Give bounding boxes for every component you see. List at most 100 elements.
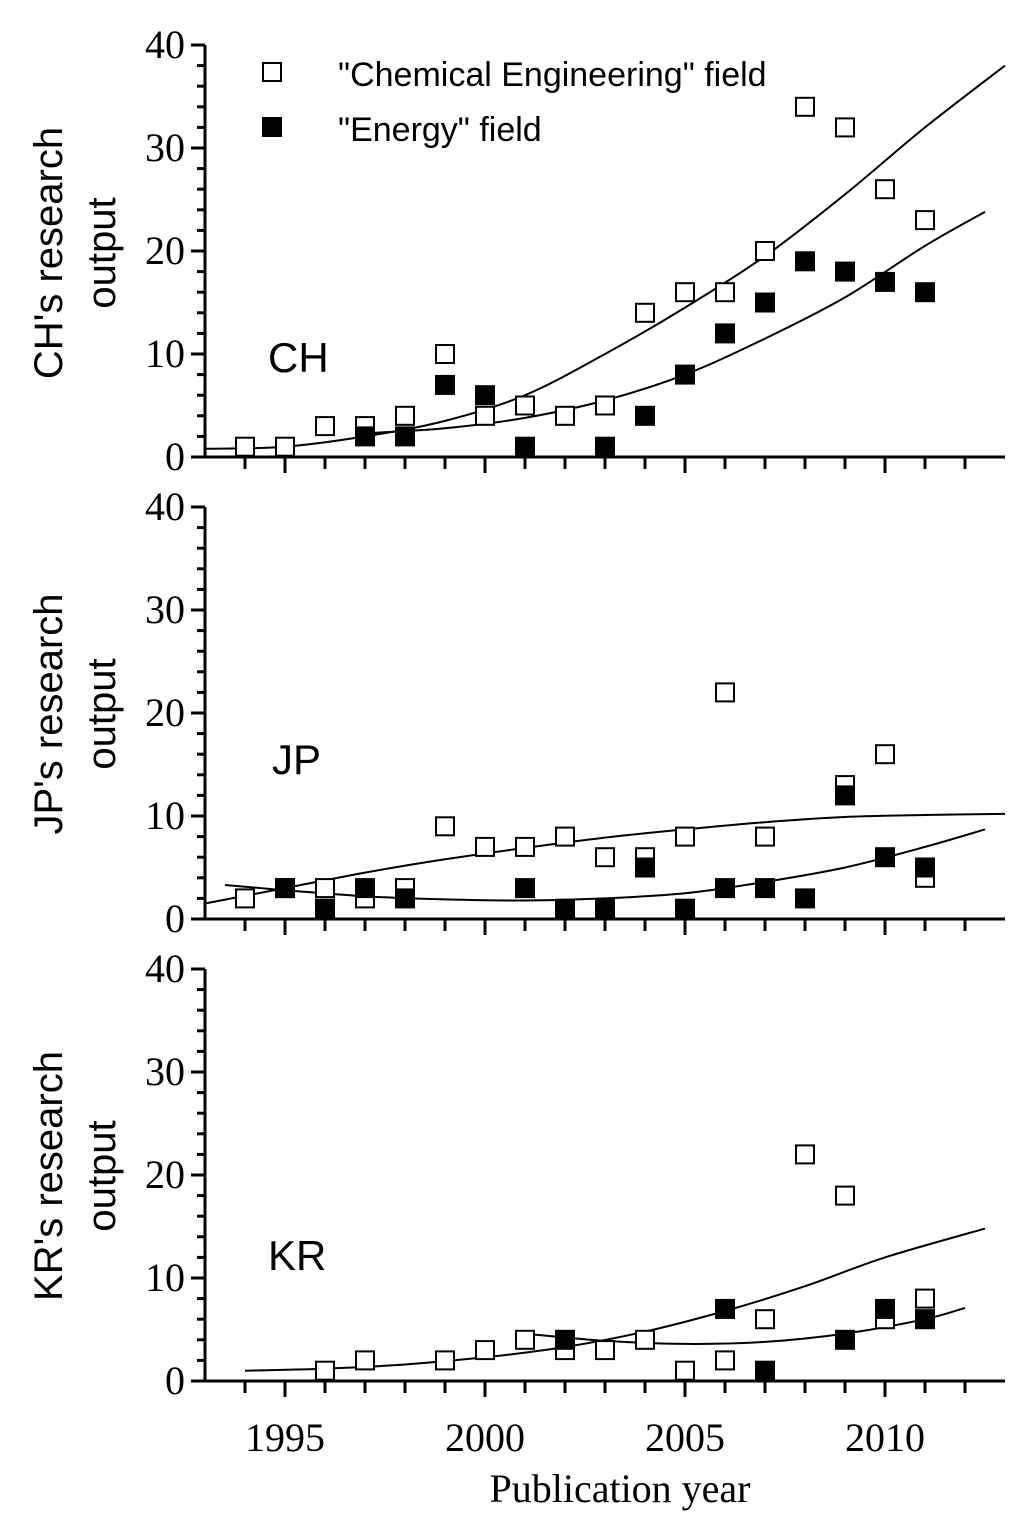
panel-kr-fit-line-energy	[524, 1306, 966, 1345]
panel-kr-points	[315, 1144, 935, 1381]
panel-jp-point-energy	[355, 878, 375, 899]
panel-jp-fit-line-energy	[224, 828, 986, 902]
panel-jp: 0 10 20 30 40 JP JP's research output	[27, 484, 1006, 941]
panel-jp-point-chemical-engineering	[755, 826, 775, 847]
panel-ch-point-chemical-engineering	[395, 405, 415, 426]
panel-ch-point-chemical-engineering	[435, 344, 455, 364]
legend: "Chemical Engineering" field "Energy" fi…	[262, 56, 767, 149]
panel-jp-ylabel-line1: JP's research	[27, 593, 71, 834]
panel-jp-point-energy	[275, 878, 295, 899]
panel-ch-point-chemical-engineering	[315, 416, 335, 437]
x-tick-label: 2010	[845, 1415, 925, 1460]
panel-ch-point-chemical-engineering	[555, 405, 575, 426]
panel-ch-axes: 0 10 20 30 40	[145, 22, 1005, 479]
panel-kr-ylabel-line2: output	[80, 1120, 124, 1231]
panel-ch-point-chemical-engineering	[515, 395, 535, 416]
panel-ch-y-tick-label: 40	[145, 22, 185, 67]
panel-jp-point-chemical-engineering	[235, 888, 255, 909]
panel-ch-y-tick-label: 20	[145, 228, 185, 273]
panel-jp-y-tick-label: 0	[165, 896, 185, 941]
panel-ch-point-chemical-engineering	[475, 405, 495, 426]
panel-kr-y-tick-label: 20	[145, 1152, 185, 1197]
panel-jp-point-chemical-engineering	[715, 682, 735, 703]
panel-ch-point-chemical-engineering	[715, 282, 735, 303]
panel-jp-y-tick-label: 10	[145, 793, 185, 838]
panel-jp-point-chemical-engineering	[475, 836, 495, 857]
panel-kr-point-energy	[875, 1298, 895, 1319]
panel-jp-y-tick-label: 40	[145, 484, 185, 529]
panel-ch-point-energy	[715, 323, 735, 344]
panel-ch-y-tick-label: 10	[145, 331, 185, 376]
panel-jp-points	[235, 682, 935, 919]
panel-ch-point-chemical-engineering	[675, 282, 695, 303]
panel-kr-axes: 0 10 20 30 40	[145, 946, 1005, 1403]
panel-ch-point-chemical-engineering	[235, 436, 255, 457]
panel-jp-y-tick-label: 30	[145, 587, 185, 632]
panel-ch-y-tick-label: 0	[165, 434, 185, 479]
panel-ch-point-chemical-engineering	[795, 96, 815, 117]
panel-ch-label: CH	[268, 334, 329, 381]
panel-ch-ylabel-line2: output	[80, 197, 124, 308]
panel-jp-point-energy	[555, 898, 575, 919]
panel-jp-point-energy	[915, 857, 935, 878]
panel-ch-point-energy	[355, 426, 375, 447]
panel-kr-point-chemical-engineering	[475, 1340, 495, 1361]
panel-ch-point-chemical-engineering	[635, 302, 655, 323]
panel-jp-point-chemical-engineering	[555, 826, 575, 847]
panel-ch-fit-lines	[204, 64, 1006, 450]
legend-filled-square-marker	[262, 117, 282, 137]
panel-ch-point-chemical-engineering	[835, 117, 855, 138]
panel-ch-y-tick-label: 30	[145, 125, 185, 170]
panel-ch-point-energy	[835, 261, 855, 282]
panel-kr-point-energy	[715, 1298, 735, 1319]
panel-ch-point-energy	[795, 251, 815, 272]
panel-jp-y-tick-label: 20	[145, 690, 185, 735]
panel-kr-point-energy	[915, 1309, 935, 1330]
panel-kr-point-chemical-engineering	[355, 1350, 375, 1371]
panel-jp-point-energy	[755, 878, 775, 899]
panel-jp-point-chemical-engineering	[875, 744, 895, 765]
panel-kr-point-chemical-engineering	[755, 1309, 775, 1330]
x-tick-label: 1995	[245, 1415, 325, 1460]
panel-ch-points	[235, 96, 935, 457]
panel-jp-point-energy	[795, 888, 815, 909]
x-tick-label: 2005	[645, 1415, 725, 1460]
panel-kr-label: KR	[268, 1232, 326, 1279]
panel-ch-point-energy	[675, 364, 695, 385]
panel-ch-fit-line-energy	[364, 211, 986, 435]
panel-jp-point-energy	[675, 898, 695, 919]
panel-kr-ylabel-line1: KR's research	[27, 1051, 71, 1301]
panel-kr-point-chemical-engineering	[915, 1288, 935, 1309]
panel-ch-point-energy	[755, 292, 775, 313]
panel-kr-point-chemical-engineering	[835, 1185, 855, 1206]
legend-entry-chemical-engineering: "Chemical Engineering" field	[338, 56, 767, 94]
panel-ch-point-energy	[395, 426, 415, 447]
panel-jp-point-energy	[715, 878, 735, 899]
panel-jp-point-energy	[635, 857, 655, 878]
panel-kr-point-chemical-engineering	[595, 1340, 615, 1361]
panel-jp-point-energy	[875, 847, 895, 868]
panel-kr-y-tick-label: 30	[145, 1049, 185, 1094]
panel-kr-point-chemical-engineering	[435, 1350, 455, 1371]
panel-ch-point-energy	[595, 436, 615, 457]
panel-jp-point-energy	[515, 878, 535, 899]
panel-ch-point-energy	[635, 405, 655, 426]
panel-ch-point-energy	[515, 436, 535, 457]
x-axis-title: Publication year	[489, 1466, 750, 1511]
panel-ch-point-energy	[475, 385, 495, 406]
panel-kr-point-chemical-engineering	[635, 1329, 655, 1350]
x-tick-labels: 1995 2000 2005 2010	[245, 1415, 925, 1460]
panel-kr-point-chemical-engineering	[795, 1144, 815, 1165]
panel-kr-point-energy	[755, 1360, 775, 1381]
panel-ch-ylabel-line1: CH's research	[27, 127, 71, 379]
x-tick-label: 2000	[445, 1415, 525, 1460]
panel-ch-point-chemical-engineering	[915, 210, 935, 231]
panel-ch-fit-line-chemical-engineering	[204, 64, 1006, 450]
panel-kr: 0 10 20 30 40 KR KR's research output	[27, 946, 1005, 1403]
panel-kr-y-tick-label: 10	[145, 1255, 185, 1300]
legend-open-square-marker	[262, 62, 282, 82]
panel-jp-point-chemical-engineering	[515, 836, 535, 857]
panel-jp-axes: 0 10 20 30 40	[145, 484, 1005, 941]
panel-kr-point-chemical-engineering	[315, 1360, 335, 1381]
